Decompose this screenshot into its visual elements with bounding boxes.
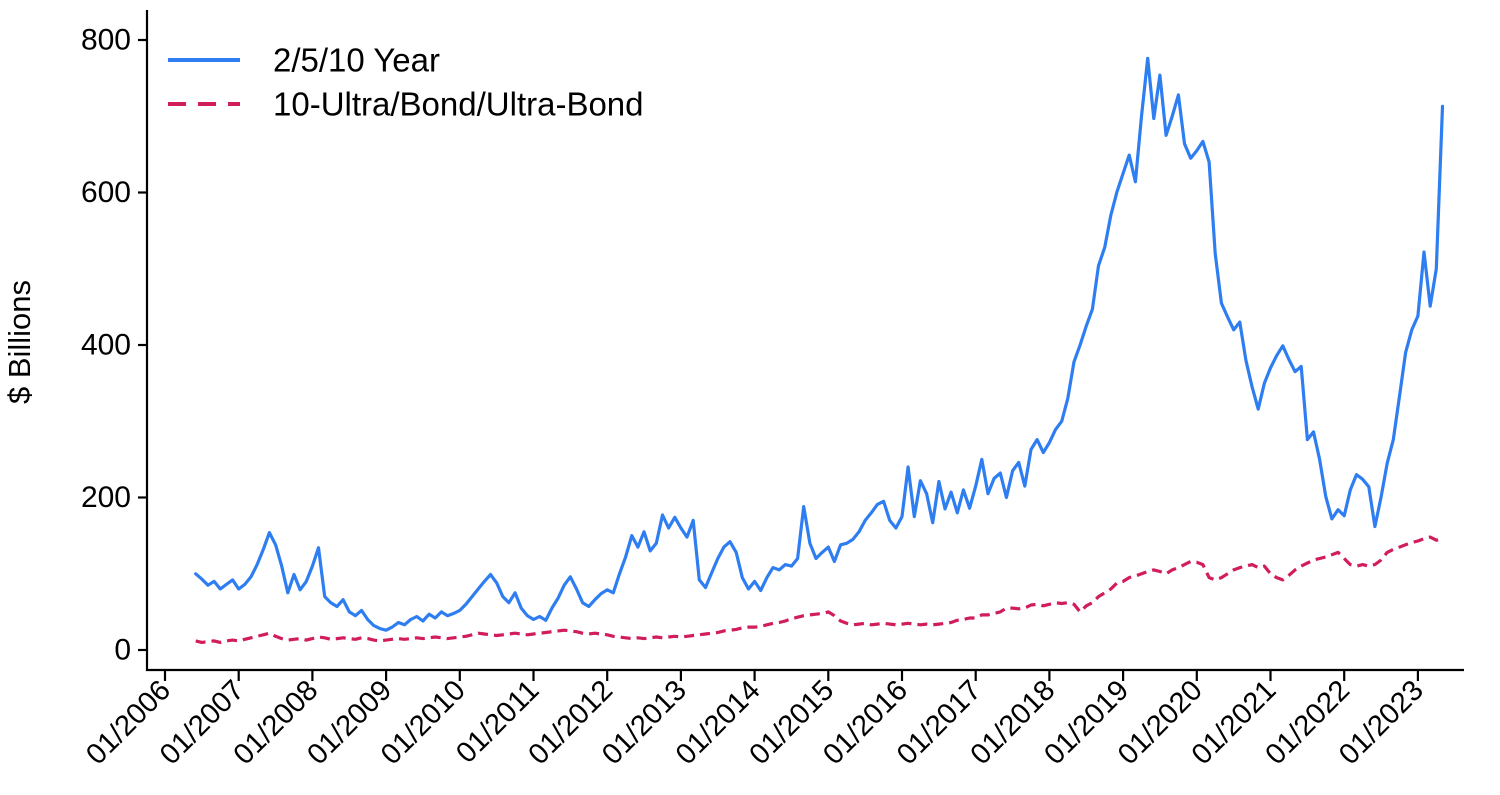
x-axis: 01/200601/200701/200801/200901/201001/20… xyxy=(80,670,1430,771)
axis-spines xyxy=(145,10,1464,672)
series-line-10-ultra-bond-ultra-bond xyxy=(195,535,1443,644)
y-tick-label: 200 xyxy=(81,481,131,514)
y-axis-title: $ Billions xyxy=(2,280,37,404)
series-line-2-5-10-year xyxy=(194,56,1445,632)
y-tick-label: 600 xyxy=(81,176,131,209)
y-axis: 0 200 400 600 800 xyxy=(81,24,147,667)
legend: 2/5/10 Year 10-Ultra/Bond/Ultra-Bond xyxy=(168,42,644,123)
y-tick-label: 0 xyxy=(114,634,131,667)
y-tick-label: 400 xyxy=(81,329,131,362)
legend-label-10-ultra-bond-ultra-bond: 10-Ultra/Bond/Ultra-Bond xyxy=(273,86,644,123)
y-tick-label: 800 xyxy=(81,24,131,57)
legend-label-2-5-10-year: 2/5/10 Year xyxy=(273,42,440,79)
